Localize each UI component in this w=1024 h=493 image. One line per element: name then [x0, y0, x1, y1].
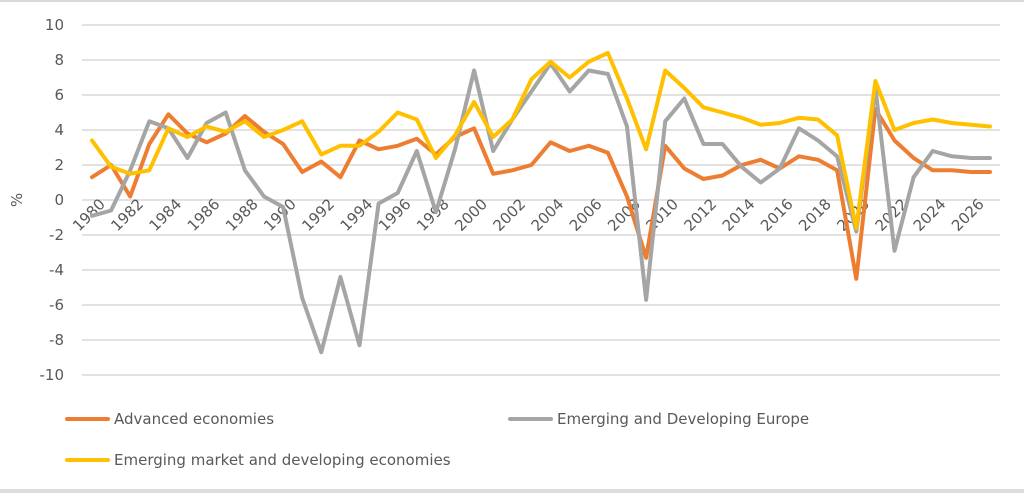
x-tick-label: 1994 — [337, 195, 377, 235]
x-tick-label: 2018 — [795, 195, 835, 235]
x-tick-label: 2012 — [681, 195, 721, 235]
series-lines — [90, 51, 992, 355]
x-tick-label: 2014 — [719, 195, 759, 235]
legend-swatch-advanced — [65, 417, 110, 421]
y-tick-label: -4 — [49, 261, 64, 279]
legend-label-advanced: Advanced economies — [114, 410, 275, 428]
legend-item-emde: Emerging market and developing economies — [65, 451, 451, 469]
legend-label-europe: Emerging and Developing Europe — [557, 410, 810, 428]
x-tick-label: 2026 — [948, 195, 988, 235]
frame-bottom-border — [0, 489, 1024, 493]
legend-swatch-emde — [65, 458, 110, 462]
legend-label-emde: Emerging market and developing economies — [114, 451, 451, 469]
y-tick-label: 8 — [54, 51, 64, 69]
chart-legend: Advanced economies Emerging and Developi… — [0, 400, 1024, 489]
y-tick-label: 6 — [54, 86, 64, 104]
x-tick-label: 2024 — [910, 195, 950, 235]
y-tick-label: -10 — [40, 366, 65, 384]
y-tick-label: -2 — [49, 226, 64, 244]
y-tick-label: -6 — [49, 296, 64, 314]
frame-top-border — [0, 0, 1024, 2]
x-tick-label: 2010 — [642, 195, 682, 235]
series-line-emerging-market-and-developing-economies — [90, 51, 992, 230]
x-tick-label: 2016 — [757, 195, 797, 235]
x-tick-label: 2000 — [451, 195, 491, 235]
x-tick-label: 1990 — [260, 195, 300, 235]
x-tick-label: 2004 — [528, 195, 568, 235]
x-tick-label: 2002 — [489, 195, 529, 235]
x-tick-label: 1982 — [107, 195, 147, 235]
y-tick-label: 4 — [54, 121, 64, 139]
x-tick-label: 2006 — [566, 195, 606, 235]
x-tick-label: 1992 — [298, 195, 338, 235]
x-tick-label: 1980 — [69, 195, 109, 235]
series-line-advanced-economies — [90, 107, 992, 281]
y-tick-label: -8 — [49, 331, 64, 349]
series-line-emerging-and-developing-europe — [90, 61, 992, 355]
y-axis-ticks: 10 8 6 4 2 0 -2 -4 -6 -8 -10 — [40, 16, 65, 384]
x-tick-label: 1986 — [184, 195, 224, 235]
legend-swatch-europe — [508, 417, 553, 421]
y-tick-label: 10 — [45, 16, 64, 34]
gridlines — [82, 24, 1000, 376]
x-tick-label: 1984 — [146, 195, 186, 235]
legend-item-advanced: Advanced economies — [65, 410, 274, 428]
y-tick-label: 2 — [54, 156, 64, 174]
y-tick-label: 0 — [54, 191, 64, 209]
legend-item-europe: Emerging and Developing Europe — [508, 410, 809, 428]
y-axis-label: % — [8, 193, 26, 207]
x-tick-label: 1988 — [222, 195, 262, 235]
